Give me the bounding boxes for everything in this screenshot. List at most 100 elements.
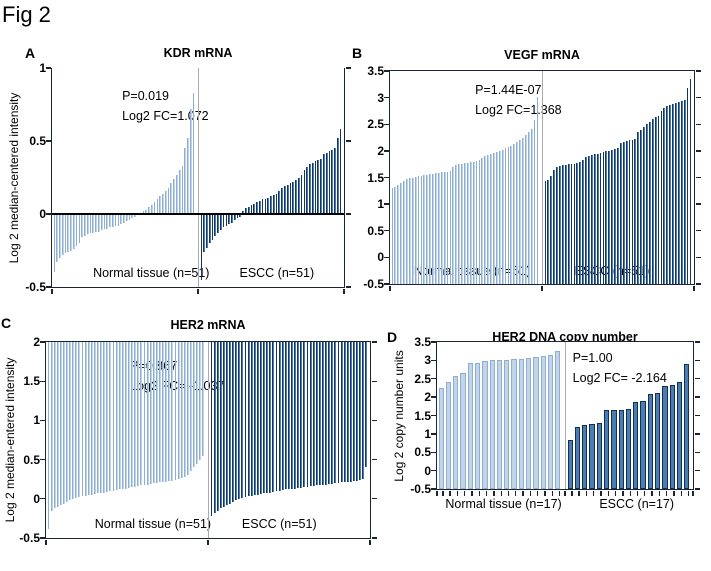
bar — [675, 102, 677, 284]
bar — [411, 177, 414, 284]
group-label-normal-b: Normal tissue (n=51) — [414, 264, 530, 278]
panel-letter-d: D — [387, 329, 398, 345]
y-tick-mark — [345, 67, 351, 69]
bar — [662, 386, 668, 489]
bar — [270, 196, 272, 214]
bar — [187, 138, 189, 214]
bar — [109, 342, 112, 491]
x-tick-mark — [680, 491, 682, 496]
bar — [443, 172, 446, 284]
bar — [206, 214, 208, 248]
y-tick-label: 0 — [377, 250, 384, 265]
bar — [59, 342, 62, 506]
bar — [196, 342, 199, 464]
y-tick-mark — [345, 286, 351, 288]
y-tick-mark — [345, 140, 351, 142]
y-tick-mark — [383, 123, 389, 125]
bar — [573, 163, 576, 284]
bar — [235, 342, 238, 501]
bar — [582, 159, 585, 284]
bar — [275, 193, 278, 214]
bar — [331, 149, 334, 214]
bar — [303, 170, 306, 214]
bar — [452, 166, 455, 284]
bar — [211, 214, 214, 241]
bar — [287, 342, 290, 490]
y-tick-mark — [430, 414, 436, 417]
bar — [275, 342, 278, 491]
bar — [72, 342, 75, 499]
bar — [340, 342, 343, 483]
bar — [490, 154, 492, 284]
bar — [496, 360, 503, 489]
x-tick-mark — [197, 289, 199, 294]
bar — [484, 156, 487, 284]
bar — [306, 342, 309, 488]
x-tick-mark — [692, 491, 694, 496]
bar — [247, 342, 250, 497]
y-tick-label: 2.5 — [367, 117, 384, 132]
bar — [634, 138, 637, 284]
y-tick-mark — [695, 256, 701, 259]
x-tick-mark — [629, 491, 631, 496]
bar — [522, 137, 524, 284]
bar — [203, 214, 205, 252]
y-tick-label: 3 — [377, 90, 384, 105]
bar — [192, 92, 195, 214]
x-tick-mark — [607, 491, 609, 496]
x-tick-mark — [529, 491, 532, 496]
bar — [460, 373, 466, 489]
bar — [193, 342, 195, 468]
y-tick-mark — [383, 283, 389, 285]
group-label-normal-c: Normal tissue (n=51) — [94, 517, 212, 531]
bar — [455, 165, 458, 284]
bar — [417, 176, 420, 284]
bar — [655, 393, 661, 489]
bar — [70, 214, 72, 251]
x-tick-mark — [515, 491, 517, 496]
bar — [611, 409, 617, 489]
bar — [461, 163, 463, 284]
bar — [289, 183, 292, 214]
bar — [165, 342, 168, 482]
panel-letter-a: A — [25, 45, 36, 61]
plot-area-her2-mrna: P=0.867 Log2 FC= -1.037 Normal tissue (n… — [19, 335, 377, 545]
p-value-a: P=0.019 — [122, 88, 169, 103]
bar — [250, 205, 253, 214]
bar — [225, 342, 228, 506]
bar — [118, 342, 121, 490]
bar — [145, 209, 148, 214]
bar — [162, 193, 164, 214]
x-tick-mark — [651, 491, 653, 496]
bar — [493, 153, 495, 284]
bar — [547, 354, 554, 489]
bar — [106, 214, 109, 229]
bar — [561, 165, 564, 284]
x-tick-mark — [593, 491, 595, 496]
bar — [219, 214, 222, 231]
bar — [556, 166, 558, 284]
bar — [98, 214, 100, 232]
y-tick-mark — [430, 433, 436, 435]
x-tick-mark — [544, 491, 546, 496]
bar — [564, 164, 567, 284]
bar — [61, 214, 64, 255]
bar — [684, 364, 690, 489]
group-divider — [198, 68, 200, 287]
bar — [156, 199, 159, 214]
bar — [177, 342, 180, 480]
bar — [155, 342, 158, 484]
x-tick-mark — [600, 491, 602, 496]
y-tick-mark — [383, 150, 389, 152]
bar — [303, 342, 306, 488]
bar — [239, 214, 242, 217]
bar — [453, 375, 459, 489]
bar — [146, 342, 149, 485]
y-tick-mark — [694, 359, 700, 362]
bar — [231, 214, 233, 223]
x-tick-mark — [471, 491, 473, 496]
stats-annotation-b: P=1.44E-07 Log2 FC=1.368 — [475, 80, 562, 120]
bar — [318, 342, 321, 486]
plot-area-vegf: P=1.44E-07 Log2 FC=1.368 Normal tissue (… — [363, 64, 701, 291]
bar — [426, 174, 429, 284]
